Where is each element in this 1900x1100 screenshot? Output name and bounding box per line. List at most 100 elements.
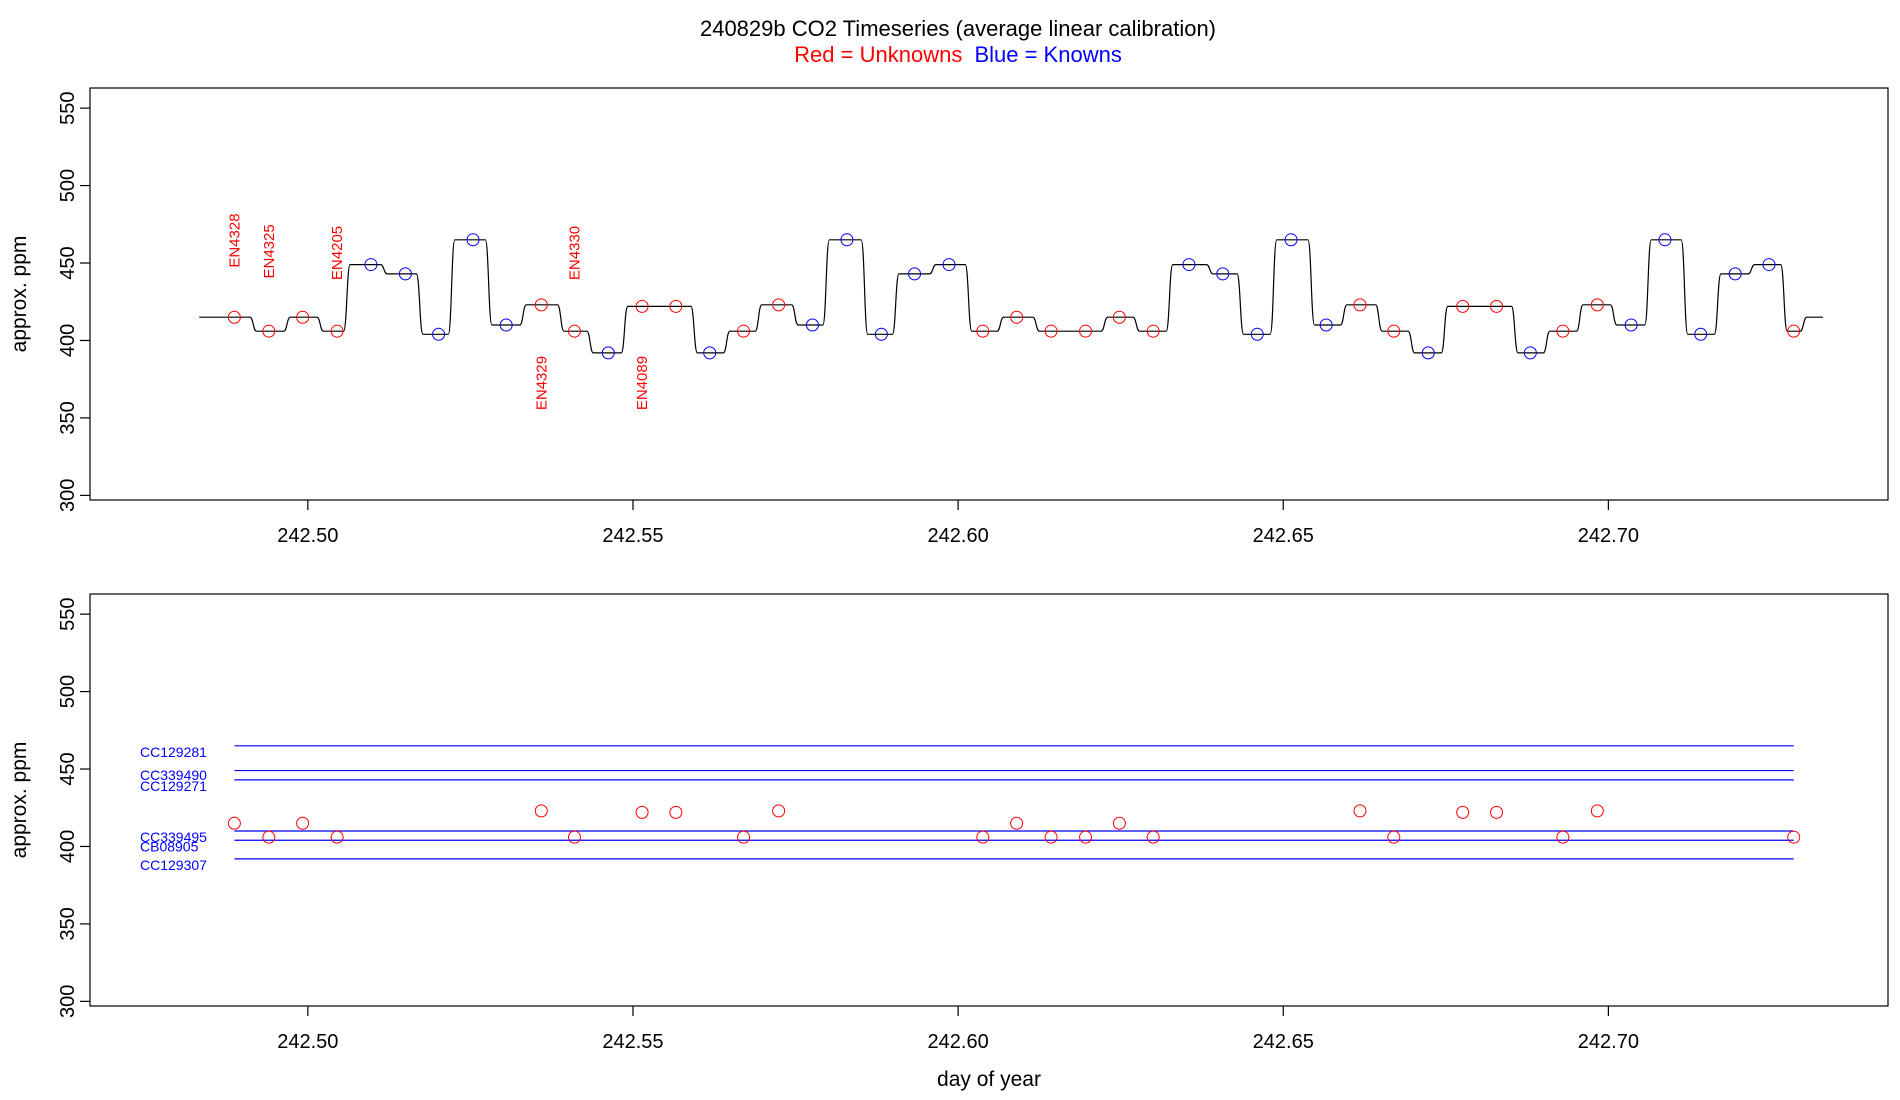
legend-text: Red = Unknowns Blue = Knowns bbox=[794, 42, 1122, 67]
unknown-point bbox=[1353, 298, 1367, 312]
known-point bbox=[432, 327, 446, 341]
unknown-point bbox=[1010, 310, 1024, 324]
y-tick-label: 500 bbox=[57, 675, 79, 708]
unknown-point bbox=[1490, 299, 1504, 313]
unknown-point bbox=[330, 324, 344, 338]
unknown-point bbox=[1456, 805, 1470, 819]
unknown-point bbox=[262, 324, 276, 338]
known-point bbox=[466, 233, 480, 247]
known-point bbox=[805, 318, 819, 332]
known-point bbox=[398, 267, 412, 281]
legend-knowns: Blue = Knowns bbox=[974, 42, 1121, 67]
x-axis-label: day of year bbox=[937, 1068, 1041, 1091]
y-tick-label: 400 bbox=[57, 324, 79, 357]
unknown-point bbox=[1044, 324, 1058, 338]
legend-unknowns: Red = Unknowns bbox=[794, 42, 962, 67]
known-point bbox=[1523, 346, 1537, 360]
unknown-point bbox=[1590, 298, 1604, 312]
unknown-point bbox=[976, 830, 990, 844]
known-point bbox=[1728, 267, 1742, 281]
unknown-point bbox=[772, 298, 786, 312]
y-tick-label: 350 bbox=[57, 401, 79, 434]
known-point bbox=[1624, 318, 1638, 332]
y-tick-label: 350 bbox=[57, 907, 79, 940]
known-point bbox=[1694, 327, 1708, 341]
chart-title: 240829b CO2 Timeseries (average linear c… bbox=[700, 16, 1216, 41]
unknown-point bbox=[1010, 816, 1024, 830]
co2-trace-line bbox=[199, 239, 1823, 354]
known-point bbox=[1250, 327, 1264, 341]
unknown-point bbox=[635, 805, 649, 819]
unknown-point bbox=[330, 830, 344, 844]
known-point bbox=[1319, 318, 1333, 332]
sample-id-label: EN4328 bbox=[226, 213, 243, 267]
y-tick-label: 400 bbox=[57, 830, 79, 863]
unknown-point bbox=[534, 298, 548, 312]
unknown-point bbox=[296, 816, 310, 830]
known-point bbox=[364, 258, 378, 272]
bottom-panel: 300 350 400 450 500 550 242.50 242.55 242.60 242.… bbox=[8, 593, 1889, 1091]
unknown-point bbox=[1044, 830, 1058, 844]
known-point bbox=[908, 267, 922, 281]
known-point bbox=[601, 346, 615, 360]
x-tick-label: 242.70 bbox=[1578, 1031, 1639, 1053]
unknown-point bbox=[1079, 324, 1093, 338]
known-point bbox=[1284, 233, 1298, 247]
unknown-point bbox=[227, 310, 241, 324]
unknown-point bbox=[1490, 805, 1504, 819]
unknown-point bbox=[635, 299, 649, 313]
x-tick-label: 242.55 bbox=[602, 1031, 663, 1053]
plot-frame bbox=[89, 87, 1889, 501]
sample-id-label: EN4205 bbox=[329, 226, 346, 280]
unknown-point bbox=[1590, 804, 1604, 818]
known-point bbox=[874, 327, 888, 341]
unknown-point bbox=[1456, 299, 1470, 313]
unknown-point bbox=[1387, 324, 1401, 338]
unknown-point bbox=[1556, 324, 1570, 338]
x-tick-label: 242.50 bbox=[277, 1031, 338, 1053]
sample-id-label: EN4325 bbox=[261, 224, 278, 278]
x-tick-label: 242.65 bbox=[1253, 1031, 1314, 1053]
unknown-point bbox=[669, 299, 683, 313]
known-point bbox=[942, 258, 956, 272]
unknown-point bbox=[1112, 816, 1126, 830]
reference-line-label: CC339495 bbox=[140, 829, 207, 845]
unknown-point bbox=[534, 804, 548, 818]
sample-id-label: EN4330 bbox=[566, 226, 583, 280]
unknown-point bbox=[262, 830, 276, 844]
unknown-point bbox=[1556, 830, 1570, 844]
known-point bbox=[1421, 346, 1435, 360]
y-tick-label: 500 bbox=[57, 169, 79, 202]
unknown-point bbox=[1387, 830, 1401, 844]
sample-id-label: EN4089 bbox=[634, 356, 651, 410]
unknown-point bbox=[1353, 804, 1367, 818]
unknown-point bbox=[567, 324, 581, 338]
unknown-point bbox=[737, 324, 751, 338]
y-tick-label: 450 bbox=[57, 752, 79, 785]
unknown-point bbox=[227, 816, 241, 830]
sample-id-label: EN4329 bbox=[533, 356, 550, 410]
unknown-point bbox=[669, 805, 683, 819]
unknown-point bbox=[567, 830, 581, 844]
unknown-point bbox=[737, 830, 751, 844]
top-panel: 300 350 400 450 500 550 242.50 242.55 242.60 242.… bbox=[8, 87, 1889, 547]
x-tick-label: 242.60 bbox=[928, 525, 989, 547]
reference-line-label: CB08905 bbox=[140, 838, 199, 854]
x-tick-label: 242.60 bbox=[928, 1031, 989, 1053]
unknown-point bbox=[1146, 830, 1160, 844]
unknown-point bbox=[772, 804, 786, 818]
x-tick-label: 242.50 bbox=[277, 525, 338, 547]
unknown-point bbox=[1146, 324, 1160, 338]
known-point bbox=[1216, 267, 1230, 281]
reference-line-label: CC129271 bbox=[140, 778, 207, 794]
y-tick-label: 550 bbox=[57, 597, 79, 630]
known-point bbox=[1762, 258, 1776, 272]
y-tick-label: 300 bbox=[57, 985, 79, 1018]
x-tick-label: 242.55 bbox=[602, 525, 663, 547]
y-axis-label: approx. ppm bbox=[8, 236, 31, 353]
known-point bbox=[703, 346, 717, 360]
unknown-point bbox=[296, 310, 310, 324]
known-point bbox=[1658, 233, 1672, 247]
known-point bbox=[499, 318, 513, 332]
